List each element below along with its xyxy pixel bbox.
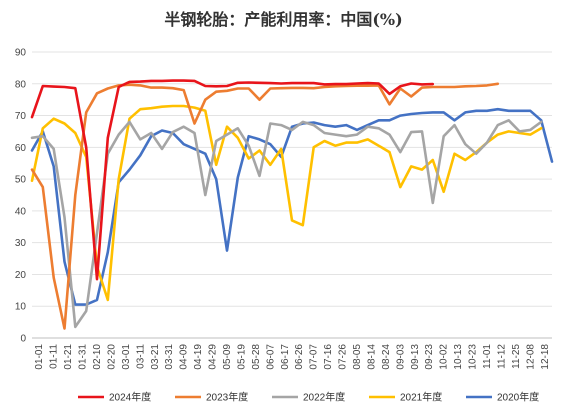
- x-tick-label: 02-20: [106, 344, 117, 370]
- x-tick-label: 06-26: [294, 344, 305, 370]
- y-tick-label: 70: [15, 111, 27, 122]
- legend-label: 2024年度: [109, 391, 151, 404]
- x-tick-label: 01-21: [63, 344, 74, 370]
- series-line: [30, 79, 435, 281]
- x-tick-label: 05-09: [222, 344, 233, 370]
- y-tick-label: 50: [15, 175, 27, 186]
- x-tick-label: 03-21: [150, 344, 161, 370]
- x-tick-label: 07-07: [309, 344, 320, 370]
- x-tick-label: 09-23: [424, 344, 435, 370]
- x-tick-label: 01-11: [49, 344, 60, 369]
- x-tick-label: 03-11: [135, 344, 146, 369]
- x-tick-label: 04-29: [208, 344, 219, 370]
- y-tick-label: 20: [15, 270, 27, 281]
- x-tick-label: 03-31: [164, 344, 175, 370]
- x-tick-label: 01-31: [78, 344, 89, 370]
- x-tick-label: 01-01: [34, 344, 45, 370]
- x-tick-label: 09-13: [410, 344, 421, 370]
- x-tick-label: 05-28: [251, 344, 262, 370]
- legend-label: 2020年度: [497, 391, 539, 404]
- series-line: [30, 119, 543, 329]
- legend-label: 2023年度: [206, 391, 248, 404]
- x-tick-label: 10-02: [439, 344, 450, 370]
- x-tick-label: 08-14: [366, 344, 377, 370]
- x-tick-label: 06-07: [265, 344, 276, 370]
- legend-label: 2021年度: [400, 391, 442, 404]
- x-tick-label: 03-01: [121, 344, 132, 370]
- x-tick-label: 12-18: [540, 344, 551, 370]
- x-tick-label: 07-26: [338, 344, 349, 370]
- x-tick-label: 12-08: [525, 344, 536, 370]
- x-tick-label: 05-19: [236, 344, 247, 370]
- x-tick-label: 11-25: [511, 344, 522, 369]
- x-tick-label: 08-24: [381, 344, 392, 370]
- legend-label: 2022年度: [303, 391, 345, 404]
- x-tick-label: 09-03: [395, 344, 406, 370]
- x-tick-label: 11-01: [482, 344, 493, 369]
- x-tick-label: 06-17: [280, 344, 291, 370]
- chart-title: 半钢轮胎：产能利用率：中国(%): [164, 10, 403, 29]
- series-line: [30, 104, 543, 302]
- y-tick-label: 40: [15, 206, 27, 217]
- x-tick-label: 04-19: [193, 344, 204, 370]
- x-tick-label: 07-16: [323, 344, 334, 370]
- x-tick-label: 04-09: [179, 344, 190, 370]
- x-tick-label: 10-23: [468, 344, 479, 370]
- y-tick-label: 30: [15, 238, 27, 249]
- x-tick-label: 08-05: [352, 344, 363, 370]
- y-tick-label: 80: [15, 79, 27, 90]
- y-tick-label: 90: [15, 48, 27, 59]
- series-line: [30, 82, 500, 330]
- x-tick-label: 02-10: [92, 344, 103, 370]
- y-tick-label: 60: [15, 143, 27, 154]
- y-tick-label: 10: [15, 302, 27, 313]
- x-tick-label: 11-12: [496, 344, 507, 369]
- x-tick-label: 10-13: [453, 344, 464, 370]
- y-tick-label: 0: [20, 334, 26, 345]
